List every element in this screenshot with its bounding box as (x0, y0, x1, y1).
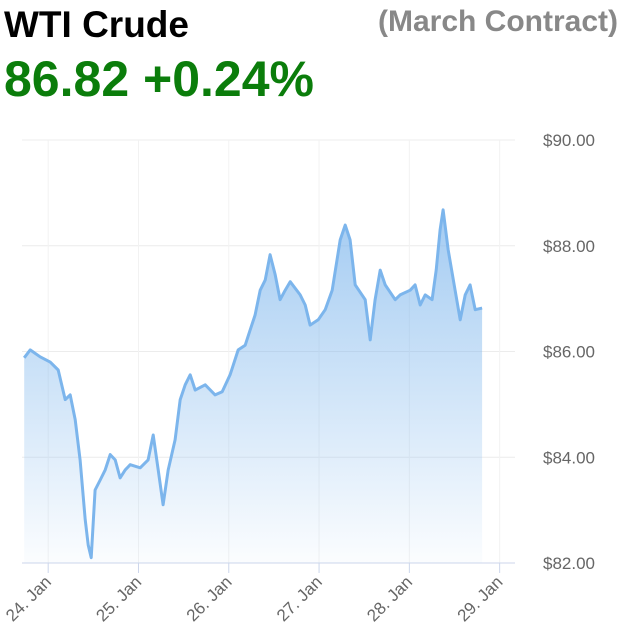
y-tick-label: $90.00 (543, 131, 595, 150)
price-line: 86.82 +0.24% (4, 51, 314, 107)
change: +0.24% (143, 51, 314, 107)
x-tick-label: 24. Jan (2, 572, 55, 625)
x-tick-label: 29. Jan (454, 572, 507, 625)
x-tick-label: 25. Jan (92, 572, 145, 625)
y-tick-label: $88.00 (543, 237, 595, 256)
x-tick-label: 28. Jan (363, 572, 416, 625)
x-tick-label: 27. Jan (273, 572, 326, 625)
chart-title: WTI Crude (4, 4, 189, 45)
line (23, 208, 483, 560)
area (24, 209, 483, 564)
x-tick-label: 26. Jan (183, 572, 236, 625)
current-value: 86.82 (4, 51, 129, 107)
y-tick-label: $86.00 (543, 343, 595, 362)
chart-subtitle: (March Contract) (378, 5, 618, 38)
y-tick-label: $84.00 (543, 448, 595, 467)
y-tick-label: $82.00 (543, 554, 595, 573)
